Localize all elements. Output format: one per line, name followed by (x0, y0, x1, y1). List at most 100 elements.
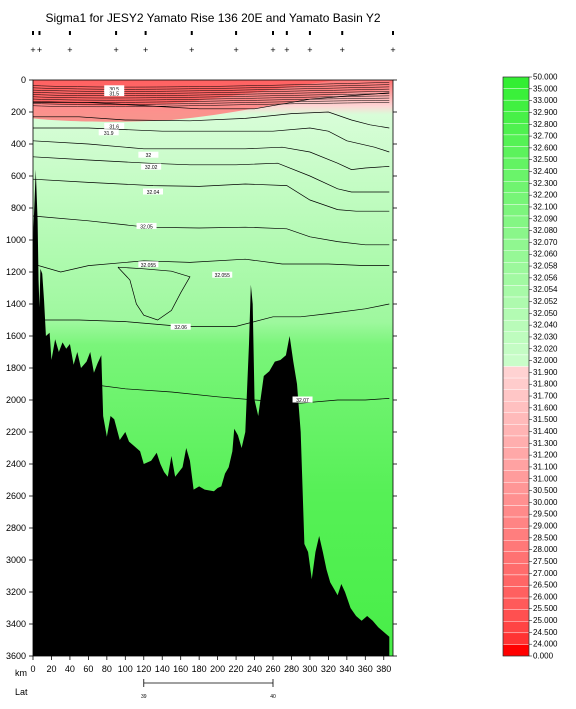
surface-contour-line (33, 86, 390, 92)
colorbar-swatch (502, 273, 530, 286)
y-tick-label: 2800 (6, 523, 26, 533)
colorbar-label: 32.080 (533, 226, 558, 235)
surface-contour-line (33, 93, 390, 99)
colorbar-label: 26.000 (533, 592, 558, 601)
colorbar-swatch (502, 609, 530, 622)
colorbar-label: 32.200 (533, 191, 558, 200)
colorbar-swatch (502, 482, 530, 495)
contour-line (33, 111, 390, 129)
y-tick-label: 800 (11, 203, 26, 213)
colorbar-swatch (502, 597, 530, 610)
station-marker (308, 31, 311, 35)
colorbar-label: 28.000 (533, 545, 558, 554)
colorbar-swatch (502, 215, 530, 228)
x-axis-label: km (15, 668, 27, 678)
colorbar-swatch (502, 493, 530, 506)
contour-label-bg (292, 396, 313, 403)
x-tick-label: 120 (136, 664, 151, 674)
contour-line (33, 258, 390, 273)
contour-label: 32.06 (174, 325, 187, 331)
lat-axis: 39 40 (141, 679, 276, 700)
colorbar-label: 32.060 (533, 250, 558, 259)
colorbar-swatch (502, 435, 530, 448)
x-tick-label: 380 (376, 664, 391, 674)
colorbar-swatch (502, 366, 530, 379)
colorbar-label: 32.070 (533, 238, 558, 247)
colorbar-label: 31.400 (533, 427, 558, 436)
colorbar-label: 31.800 (533, 380, 558, 389)
lat-axis-label: Lat (15, 687, 28, 697)
x-tick-label: 20 (46, 664, 56, 674)
contour-label-bg (143, 188, 163, 195)
station-plus: + (113, 45, 118, 55)
x-tick-label: 320 (321, 664, 336, 674)
x-tick-label: 80 (102, 664, 112, 674)
colorbar-swatch (502, 644, 530, 657)
colorbar-label: 32.000 (533, 356, 558, 365)
colorbar-swatch (502, 412, 530, 425)
colorbar-swatch (502, 621, 530, 634)
colorbar-swatch (502, 88, 530, 101)
plot-area: 32 32.02 32.04 32.05 32.055 32.055 32.06 32.07 3… (32, 79, 394, 657)
station-marker (115, 31, 118, 35)
y-tick-label: 2600 (6, 491, 26, 501)
surface-contour-line (33, 100, 390, 105)
x-tick-label: 300 (302, 664, 317, 674)
y-tick-label: 1000 (6, 235, 26, 245)
colorbar-swatch (502, 204, 530, 217)
colorbar-swatch (502, 146, 530, 159)
x-tick-label: 220 (229, 664, 244, 674)
colorbar-swatch (502, 586, 530, 599)
colorbar-swatch (502, 76, 530, 89)
y-tick-label: 200 (11, 107, 26, 117)
station-plus: + (189, 45, 194, 55)
surface-contour-line (33, 102, 390, 108)
colorbar-label: 32.052 (533, 297, 558, 306)
colorbar-label: 31.700 (533, 392, 558, 401)
surface-contour-line (33, 97, 390, 103)
x-tick-label: 100 (118, 664, 133, 674)
contour-label-bg (138, 261, 159, 268)
colorbar-swatch (502, 528, 530, 541)
x-tick-label: 0 (30, 664, 35, 674)
colorbar-label: 32.030 (533, 332, 558, 341)
colorbar-swatch (502, 516, 530, 529)
contour-label-bg (104, 85, 125, 92)
station-marker (285, 31, 288, 35)
colorbar-swatch (502, 424, 530, 437)
colorbar-label: 32.400 (533, 167, 558, 176)
y-tick-label: 1200 (6, 267, 26, 277)
y-tick-label: 2400 (6, 459, 26, 469)
colorbar-swatch (502, 250, 530, 263)
x-tick-label: 280 (284, 664, 299, 674)
colorbar-swatch (502, 192, 530, 205)
colorbar-swatch (502, 447, 530, 460)
station-marker (341, 31, 344, 35)
colorbar-label: 31.100 (533, 462, 558, 471)
colorbar-label: 31.900 (533, 368, 558, 377)
y-tick-label: 1800 (6, 363, 26, 373)
contour-label-bg (141, 163, 162, 170)
colorbar-swatch (502, 354, 530, 367)
colorbar-label: 32.054 (533, 285, 558, 294)
contour-label: 31.6 (109, 124, 119, 130)
colorbar-label: 32.800 (533, 120, 558, 129)
contour-line (33, 215, 390, 246)
y-tick-label: 400 (11, 139, 26, 149)
contour-label: 32.055 (141, 263, 157, 269)
station-markers: + + + + + + + + + + + + (30, 31, 396, 55)
station-plus: + (37, 45, 42, 55)
station-marker (144, 31, 147, 35)
y-tick-label: 3200 (6, 587, 26, 597)
colorbar-swatch (502, 574, 530, 587)
station-plus: + (270, 45, 275, 55)
y-tick-label: 3400 (6, 619, 26, 629)
contour-label-bg (136, 222, 157, 229)
contour-label-bg (98, 129, 119, 136)
colorbar-swatch (502, 99, 530, 112)
colorbar-swatch (502, 169, 530, 182)
contour-label: 32.055 (215, 273, 231, 279)
colorbar-label: 32.900 (533, 108, 558, 117)
y-tick-label: 1400 (6, 299, 26, 309)
colorbar: 50.000 35.000 33.000 32.900 32.800 32.700 32.6… (502, 73, 558, 661)
